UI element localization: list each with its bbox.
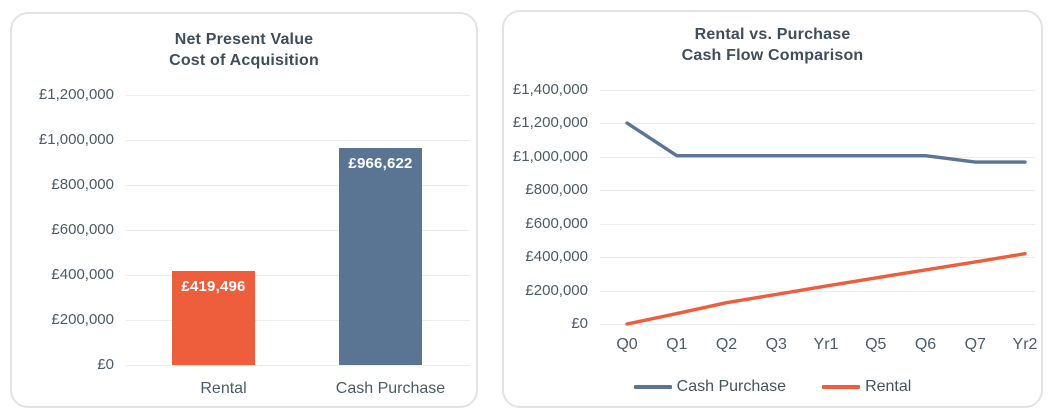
line-chart-xtick-label: Q3 — [765, 336, 787, 353]
series-line-rental — [625, 251, 1027, 326]
line-chart-xtick-label: Yr1 — [813, 336, 839, 353]
line-chart-ytick-label: £200,000 — [525, 281, 588, 299]
bar-chart-gridline — [126, 185, 470, 186]
bar-chart-ytick-label: £800,000 — [51, 176, 114, 193]
line-chart-ytick-label: £0 — [571, 315, 588, 332]
line-chart-xtick-label: Q5 — [865, 336, 887, 353]
bar-chart-title: Net Present Value Cost of Acquisition — [12, 29, 476, 71]
legend-item-rental: Rental — [822, 378, 911, 396]
legend-item-cash-purchase: Cash Purchase — [633, 378, 787, 396]
bar-cash-purchase: £966,622 — [339, 147, 422, 365]
bar-chart-gridline — [126, 365, 470, 366]
line-chart-ytick-label: £800,000 — [525, 181, 588, 198]
bar-chart-ytick-label: £1,200,000 — [38, 86, 114, 103]
line-chart-xtick-label: Q6 — [914, 336, 937, 353]
line-chart-gridline — [600, 290, 1035, 292]
line-chart-xtick-label: Q7 — [964, 336, 986, 353]
bar-chart-gridline — [126, 95, 470, 96]
line-chart-title-line-1: Rental vs. Purchase — [694, 26, 851, 43]
npv-cost-of-acquisition-panel: Net Present Value Cost of Acquisition £0… — [10, 12, 478, 408]
legend-label: Rental — [865, 378, 912, 395]
line-chart-xtick-label: Q1 — [666, 336, 688, 353]
line-chart-gridline — [600, 89, 1035, 91]
line-chart-gridline — [600, 156, 1035, 158]
bar-chart-category-label: Rental — [200, 380, 247, 397]
line-chart-gridline — [600, 257, 1035, 258]
bar-chart-ytick-label: £200,000 — [51, 311, 114, 328]
line-chart-gridline — [600, 324, 1035, 325]
bar-chart-ytick-label: £600,000 — [51, 221, 114, 238]
bar-rental: £419,496 — [172, 270, 255, 365]
line-chart-xtick-label: Q2 — [715, 336, 738, 353]
bar-chart-gridline — [126, 140, 470, 141]
bar-chart-gridline — [126, 320, 470, 321]
bar-chart-title-line-2: Cost of Acquisition — [169, 52, 319, 69]
line-chart-ytick-label: £1,000,000 — [512, 147, 588, 165]
bar-value-label: £419,496 — [181, 277, 246, 295]
line-chart-gridline — [600, 223, 1035, 225]
bar-chart-gridline — [126, 230, 470, 231]
line-chart-gridline — [600, 190, 1035, 191]
bar-chart-category-label: Cash Purchase — [335, 380, 446, 397]
line-chart-ytick-label: £600,000 — [525, 214, 588, 232]
line-chart-gridline — [600, 123, 1035, 124]
line-chart-title: Rental vs. Purchase Cash Flow Comparison — [504, 24, 1041, 66]
line-chart-ytick-label: £1,200,000 — [512, 114, 588, 131]
bar-chart-ytick-label: £1,000,000 — [38, 131, 114, 148]
line-chart-title-line-2: Cash Flow Comparison — [681, 47, 864, 64]
bar-chart-gridline — [126, 275, 470, 276]
line-chart-ytick-label: £1,400,000 — [512, 80, 588, 98]
bar-chart-title-line-1: Net Present Value — [174, 31, 314, 48]
cash-flow-comparison-panel: Rental vs. Purchase Cash Flow Comparison… — [502, 10, 1043, 408]
line-chart-xtick-label: Yr2 — [1012, 336, 1038, 353]
legend-line-swatch — [822, 385, 861, 389]
line-chart-xtick-label: Q0 — [616, 336, 638, 353]
bar-chart-ytick-label: £400,000 — [51, 266, 114, 283]
legend-line-swatch — [633, 385, 672, 389]
line-chart-ytick-label: £400,000 — [525, 248, 588, 265]
bar-value-label: £966,622 — [348, 154, 413, 172]
bar-chart-ytick-label: £0 — [97, 356, 114, 373]
legend-label: Cash Purchase — [676, 378, 787, 395]
line-chart-legend: Cash Purchase Rental — [504, 378, 1041, 396]
